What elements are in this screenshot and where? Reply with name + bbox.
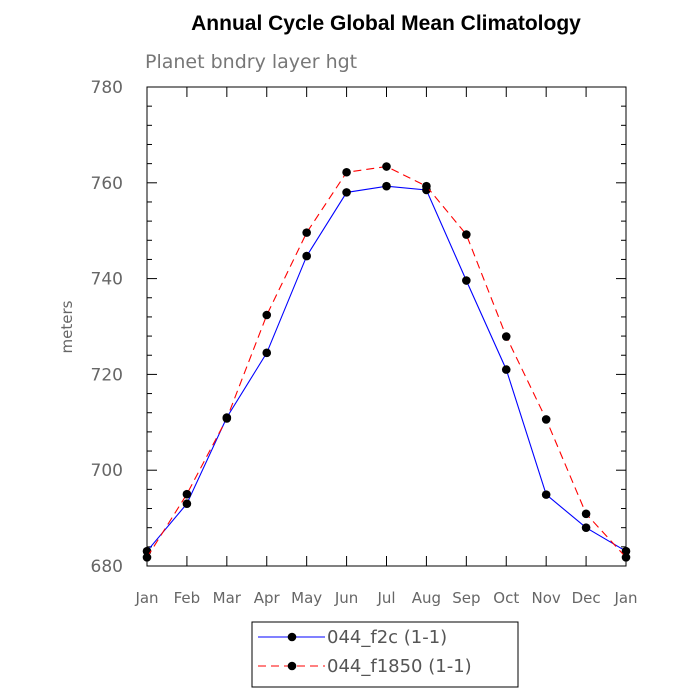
series-line-1 [146,185,627,552]
series-1-point [262,348,272,358]
series-1-point [302,251,311,261]
series-1-point [462,276,471,285]
x-tick-label: Oct [493,589,519,607]
chart-subtitle: Planet bndry layer hgt [145,51,357,73]
series-2-point [302,228,311,237]
legend-label-1: 044_f2c (1-1) [327,627,447,648]
x-tick-label: May [291,589,322,607]
legend-marker-2 [287,661,297,671]
y-tick-label: 780 [91,78,123,98]
series-2-point [182,489,192,499]
x-tick-label: Nov [532,589,561,607]
y-axis-label: meters [58,300,76,353]
y-tick-label: 680 [91,557,123,577]
legend-box [251,621,519,688]
series-1-point [581,523,591,532]
series-2-point [541,415,551,424]
x-tick-label: Feb [174,589,201,607]
series-2-point [581,509,591,519]
series-2-point [382,162,391,171]
series-2-point [422,181,431,191]
series-2-point [342,167,351,177]
series-1-point [342,188,351,197]
axis-ticks [146,86,627,567]
y-tick-label: 740 [91,270,123,290]
legend-marker-1 [287,632,297,642]
series-1-point [182,499,192,509]
series-1-point [501,365,511,374]
x-tick-label: Jul [376,589,395,607]
y-tick-label: 700 [91,461,123,481]
series-1-point [541,490,551,499]
series-2-point [501,332,511,341]
x-tick-label: Sep [452,589,480,607]
x-tick-labels: Jan Feb Mar Apr May Jun Jul Aug Sep Oct Nov Dec Jan [134,589,637,607]
series-2-point [222,414,232,423]
y-tick-label: 760 [91,174,123,194]
series-2-point [262,310,272,320]
series-1-point [382,181,391,191]
series-2-point [462,230,471,239]
series-layer [142,162,631,562]
x-tick-label: Jan [134,589,158,607]
chart-title: Annual Cycle Global Mean Climatology [191,12,581,35]
x-tick-label: Dec [572,589,601,607]
x-tick-label: Mar [213,589,242,607]
x-tick-label: Aug [412,589,441,607]
legend: 044_f2c (1-1) 044_f1850 (1-1) [251,621,519,688]
y-tick-label: 720 [91,365,123,385]
x-tick-label: Apr [254,589,281,607]
legend-label-2: 044_f1850 (1-1) [327,656,472,677]
x-tick-label: Jun [334,589,358,607]
plot-frame [146,86,627,567]
series-line-2 [146,165,627,558]
x-tick-label: Jan [613,589,637,607]
y-tick-labels: 680 700 720 740 760 780 [91,78,123,577]
